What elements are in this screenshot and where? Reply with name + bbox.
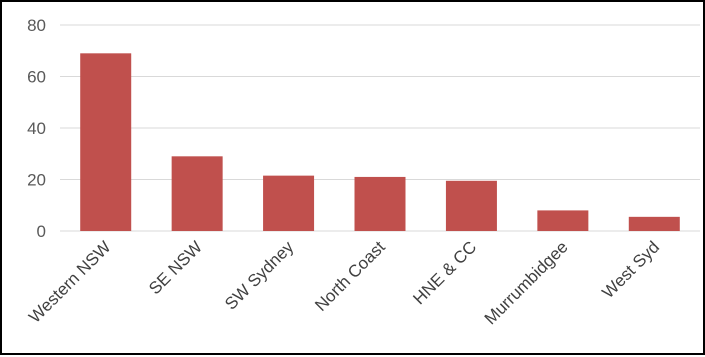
x-category-label: SE NSW: [145, 237, 206, 298]
x-category-label: West Syd: [598, 237, 663, 302]
y-axis-tick-labels: 0 20 40 60 80: [27, 16, 46, 241]
gridlines: [60, 24, 700, 232]
bar: [354, 176, 406, 231]
x-category-label: SW Sydney: [221, 237, 298, 314]
bar: [80, 53, 132, 232]
x-category-label: North Coast: [311, 237, 389, 315]
y-tick-label: 40: [27, 119, 46, 138]
y-tick-label: 80: [27, 16, 46, 35]
bar: [537, 210, 589, 231]
bar: [628, 216, 680, 231]
bar: [263, 175, 315, 231]
x-category-label: Western NSW: [25, 237, 114, 326]
x-category-label: HNE & CC: [409, 237, 480, 308]
bar: [445, 180, 497, 231]
bar: [171, 156, 223, 231]
x-axis-category-labels: Western NSW SE NSW SW Sydney North Coast HNE…: [25, 237, 663, 328]
y-tick-label: 20: [27, 171, 46, 190]
y-tick-label: 0: [37, 222, 46, 241]
x-category-label: Murrumbidgee: [481, 237, 572, 328]
y-tick-label: 60: [27, 68, 46, 87]
bars: [80, 53, 680, 232]
